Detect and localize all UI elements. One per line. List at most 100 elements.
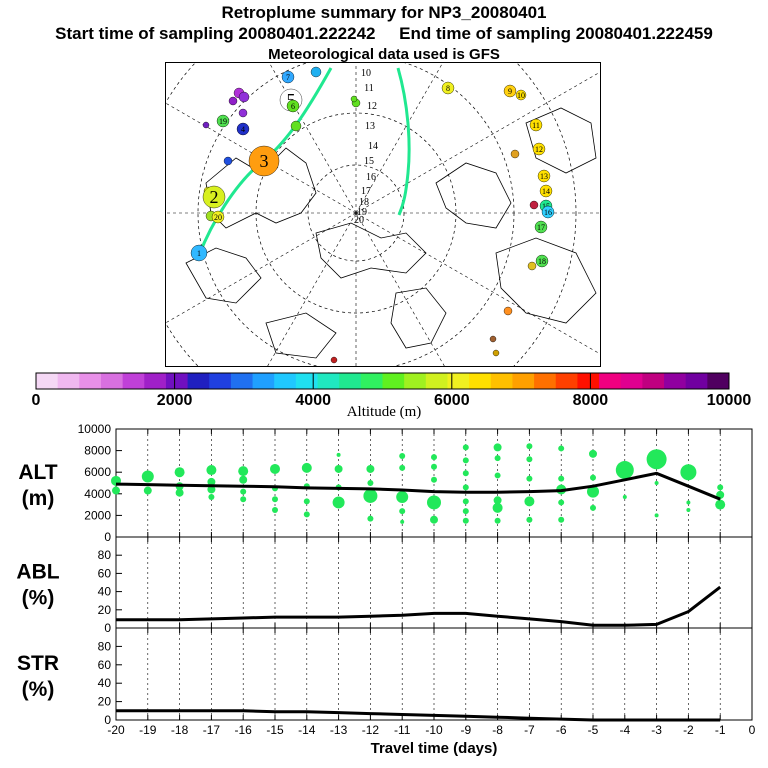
coastline <box>435 162 512 229</box>
colorbar-swatch <box>230 373 254 389</box>
plume-marker <box>515 89 527 101</box>
altitude-point <box>112 486 120 495</box>
plume-marker <box>202 185 226 209</box>
x-tick-label: -9 <box>460 723 471 737</box>
colorbar-swatch <box>404 373 427 389</box>
altitude-point <box>590 504 596 511</box>
altitude-point <box>207 485 216 494</box>
altitude-point <box>207 477 216 486</box>
altitude-point <box>462 498 469 505</box>
colorbar-swatch <box>100 373 124 389</box>
colorbar-swatch <box>534 373 557 389</box>
plume-marker-label: 12 <box>535 145 543 154</box>
altitude-point <box>238 466 249 477</box>
altitude-point <box>493 496 502 505</box>
colorbar-swatch <box>79 373 102 389</box>
colorbar-swatch <box>555 373 578 389</box>
plume-marker <box>532 142 546 156</box>
colorbar-swatch <box>295 373 319 389</box>
y-tick-label: 4000 <box>84 487 111 501</box>
plume-dot <box>350 95 358 103</box>
altitude-point <box>270 463 280 474</box>
day-label: 13 <box>365 121 375 132</box>
x-tick-label: -12 <box>362 723 380 737</box>
altitude-point <box>680 464 697 481</box>
altitude-point <box>590 474 596 481</box>
x-tick-label: -6 <box>556 723 567 737</box>
colorbar-swatch <box>447 373 470 389</box>
altitude-point <box>622 495 627 500</box>
plume-marker <box>537 169 551 183</box>
plume-dot <box>489 335 497 343</box>
altitude-point <box>141 470 154 483</box>
plume-marker <box>281 70 295 84</box>
y-tick-label: 80 <box>98 548 112 562</box>
altitude-point <box>272 496 278 503</box>
colorbar-swatch <box>707 373 730 389</box>
altitude-point <box>494 455 501 462</box>
colorbar-swatch <box>36 373 59 389</box>
meridian-line <box>267 212 357 366</box>
day-label: 18 <box>359 197 369 208</box>
plume-dot <box>238 108 248 118</box>
colorbar-swatch <box>382 373 405 389</box>
meridian-line <box>166 212 357 324</box>
plume-marker <box>503 84 517 98</box>
day-label: 12 <box>367 101 377 112</box>
y-axis-label: STR <box>17 652 59 675</box>
met-data-label: Meteorological data used is GFS <box>268 46 500 63</box>
y-tick-label: 6000 <box>84 465 111 479</box>
y-tick-label: 20 <box>98 603 112 617</box>
plume-dot <box>223 156 233 166</box>
colorbar-swatch <box>144 373 167 389</box>
x-tick-label: -5 <box>588 723 599 737</box>
day-label: 17 <box>361 186 371 197</box>
colorbar-tick-label: 6000 <box>434 392 470 409</box>
series-line <box>116 709 721 722</box>
altitude-point <box>400 519 405 524</box>
trajectory-path <box>396 67 411 216</box>
x-tick-label: -19 <box>139 723 157 737</box>
altitude-point <box>363 488 378 503</box>
altitude-point <box>399 508 406 515</box>
colorbar-tick-label: 2000 <box>157 392 193 409</box>
x-tick-label: -16 <box>235 723 253 737</box>
plume-marker-label: 11 <box>532 121 540 130</box>
altitude-point <box>174 467 185 478</box>
day-label: 15 <box>364 156 374 167</box>
day-label: 11 <box>364 83 374 94</box>
x-tick-label: -15 <box>266 723 284 737</box>
altitude-point <box>462 444 469 451</box>
day-label: 10 <box>361 68 371 79</box>
altitude-point <box>717 484 724 491</box>
colorbar-swatch <box>165 373 189 389</box>
altitude-point <box>715 499 726 510</box>
colorbar-swatch <box>599 373 622 389</box>
x-tick-label: -2 <box>683 723 694 737</box>
altitude-point <box>240 488 247 495</box>
colorbar-swatch <box>512 373 535 389</box>
plume-marker-label: 2 <box>210 187 219 207</box>
altitude-point <box>239 475 248 484</box>
plume-dot <box>529 200 539 210</box>
altitude-point <box>431 454 437 461</box>
colorbar-swatch <box>664 373 687 389</box>
y-tick-label: 2000 <box>84 508 111 522</box>
altitude-point <box>492 502 503 513</box>
plume-marker-label: 17 <box>537 223 545 232</box>
series-line <box>116 585 722 627</box>
altitude-point <box>367 480 374 486</box>
colorbar-swatch <box>252 373 275 389</box>
altitude-point <box>208 494 215 501</box>
altitude-point <box>558 475 565 482</box>
day-label: 20 <box>354 215 364 226</box>
plume-marker-label: 18 <box>538 257 546 266</box>
colorbar-swatch <box>317 373 340 389</box>
altitude-point <box>462 517 469 524</box>
plume-marker-label: 19 <box>219 117 227 126</box>
plume-marker-label: 20 <box>214 213 222 222</box>
altitude-point <box>303 511 310 518</box>
altitude-point <box>494 472 501 479</box>
altitude-point <box>494 517 501 524</box>
